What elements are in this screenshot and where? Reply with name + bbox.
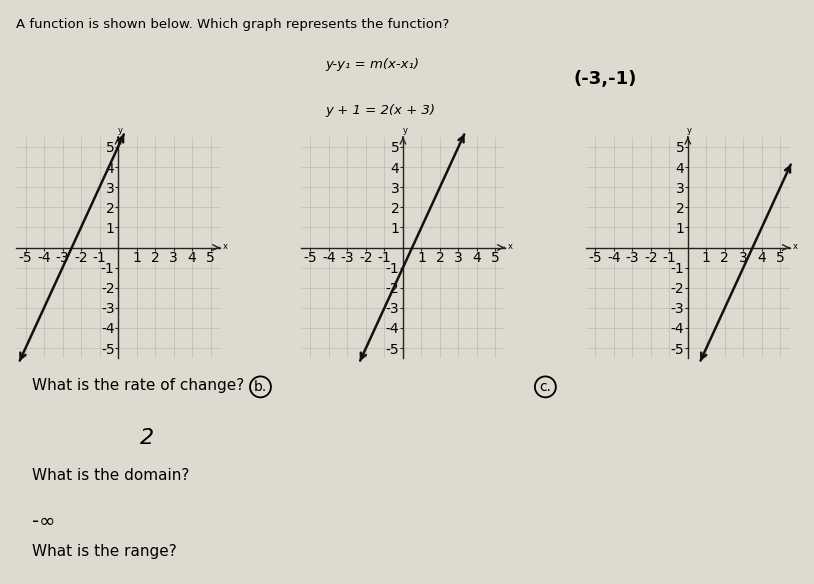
Text: (-3,-1): (-3,-1) (573, 69, 637, 88)
Text: x: x (792, 242, 798, 251)
Text: What is the rate of change?: What is the rate of change? (32, 378, 244, 393)
Text: y-y₁ = m(x-x₁): y-y₁ = m(x-x₁) (326, 58, 419, 71)
Text: A function is shown below. Which graph represents the function?: A function is shown below. Which graph r… (16, 18, 449, 30)
Text: y: y (117, 126, 122, 135)
Text: b.: b. (254, 380, 267, 394)
Text: y: y (402, 126, 407, 135)
Text: x: x (507, 242, 513, 251)
Text: c.: c. (540, 380, 551, 394)
Text: 2: 2 (140, 428, 154, 448)
Text: y: y (687, 126, 692, 135)
Text: y + 1 = 2(x + 3): y + 1 = 2(x + 3) (326, 104, 435, 117)
Text: -∞: -∞ (32, 512, 55, 531)
Text: What is the domain?: What is the domain? (32, 468, 189, 483)
Text: x: x (222, 242, 228, 251)
Text: What is the range?: What is the range? (32, 544, 177, 559)
